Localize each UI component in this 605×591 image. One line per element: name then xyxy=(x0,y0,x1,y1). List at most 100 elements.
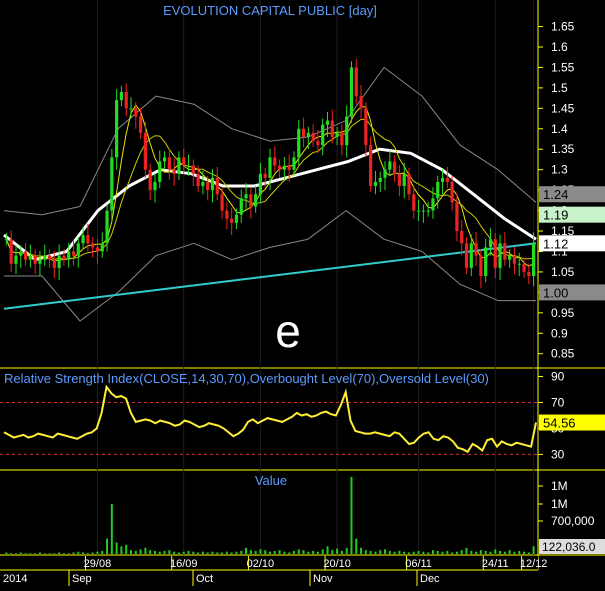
value-bar xyxy=(508,550,511,554)
value-bar xyxy=(216,552,219,554)
candle-body xyxy=(38,259,42,264)
candle-body xyxy=(19,251,23,256)
price-label-box xyxy=(539,235,605,252)
price-tick-label: 1.65 xyxy=(551,20,575,34)
value-bar xyxy=(273,550,276,554)
candle-body xyxy=(378,177,382,182)
value-bar xyxy=(201,551,204,554)
candle-body xyxy=(354,67,358,97)
grid-lines xyxy=(0,0,605,570)
value-tick-label: 700,000 xyxy=(551,514,595,528)
candle-body xyxy=(426,210,430,212)
date-axis: 29/08 16/09 02/10 20/10 06/11 24/11 12/12 2014 S… xyxy=(0,556,547,586)
price-tick-label: 0.9 xyxy=(551,326,568,340)
value-bar xyxy=(254,550,257,554)
candle-body xyxy=(215,177,219,195)
month-label: Nov xyxy=(313,573,333,585)
value-bar xyxy=(48,553,51,554)
value-bar xyxy=(292,550,295,554)
rsi-tick-label: 70 xyxy=(551,395,565,409)
value-bar xyxy=(499,550,502,554)
value-bar xyxy=(316,551,319,554)
candle-body xyxy=(493,239,497,268)
candle-body xyxy=(158,161,162,182)
day-label: 06/11 xyxy=(405,558,432,570)
value-bar xyxy=(62,553,65,554)
price-tick-label: 1.4 xyxy=(551,122,568,136)
candles xyxy=(4,58,536,289)
bollinger-bands xyxy=(3,66,537,322)
candle-body xyxy=(201,181,205,187)
value-bar xyxy=(134,550,137,554)
rsi-panel: 9070503054.56 xyxy=(0,369,605,461)
candle-body xyxy=(349,67,354,117)
candle-body xyxy=(28,255,32,260)
candle-body xyxy=(249,194,253,207)
value-bar xyxy=(67,553,70,554)
value-bar xyxy=(187,550,190,554)
value-title: Value xyxy=(255,473,287,488)
candle-body xyxy=(421,210,425,212)
price-label-text: 1.12 xyxy=(543,236,568,251)
value-bar xyxy=(249,550,252,554)
value-bar xyxy=(364,550,367,554)
candle-body xyxy=(14,255,18,264)
price-tick-label: 0.95 xyxy=(551,306,575,320)
candle-body xyxy=(393,161,397,174)
value-bar xyxy=(130,550,133,554)
value-bar xyxy=(369,550,372,554)
month-label: Dec xyxy=(420,573,440,585)
value-bar xyxy=(398,550,401,554)
candle-body xyxy=(460,231,464,244)
candle-body xyxy=(292,157,296,170)
value-bar xyxy=(158,551,161,554)
value-bar xyxy=(412,551,415,554)
value-bar xyxy=(259,549,262,554)
candle-body xyxy=(182,157,186,166)
candle-body xyxy=(153,181,157,191)
value-bar xyxy=(460,550,463,554)
sma-short2-line xyxy=(5,118,534,260)
value-bar xyxy=(350,477,353,554)
value-bar xyxy=(5,552,8,554)
candle-body xyxy=(277,165,282,170)
candle-body xyxy=(119,91,124,101)
candle-body xyxy=(340,132,344,146)
value-bar xyxy=(436,550,439,554)
candle-body xyxy=(172,169,176,174)
value-bar xyxy=(14,553,17,554)
candle-body xyxy=(301,128,306,137)
day-label: 29/08 xyxy=(84,558,112,570)
value-bar xyxy=(182,551,185,554)
value-bar xyxy=(527,552,530,554)
value-bar xyxy=(302,550,305,554)
value-bar xyxy=(19,552,22,554)
candle-body xyxy=(445,177,449,182)
value-bar xyxy=(269,551,271,554)
value-bar xyxy=(82,552,85,554)
candle-body xyxy=(134,108,138,117)
value-tick-label: 1M xyxy=(551,479,568,493)
candle-body xyxy=(100,243,104,252)
candle-body xyxy=(498,243,502,268)
value-bar xyxy=(422,551,425,554)
candle-body xyxy=(57,255,61,268)
value-bar xyxy=(192,551,195,554)
bollinger-lower xyxy=(4,210,536,322)
candle-body xyxy=(33,255,37,264)
candle-body xyxy=(397,173,402,187)
value-bar xyxy=(163,550,166,554)
price-tick-label: 1.05 xyxy=(551,265,575,279)
value-bar xyxy=(10,553,13,554)
price-label-box xyxy=(539,186,605,203)
value-bar xyxy=(278,550,281,554)
candle-body xyxy=(4,239,8,241)
candle-body xyxy=(91,243,95,248)
candle-body xyxy=(369,145,373,187)
price-tick-label: 1.35 xyxy=(551,142,575,156)
value-bar xyxy=(340,550,343,554)
value-bar xyxy=(245,547,248,554)
value-bar xyxy=(221,552,224,554)
value-bar xyxy=(532,546,535,554)
